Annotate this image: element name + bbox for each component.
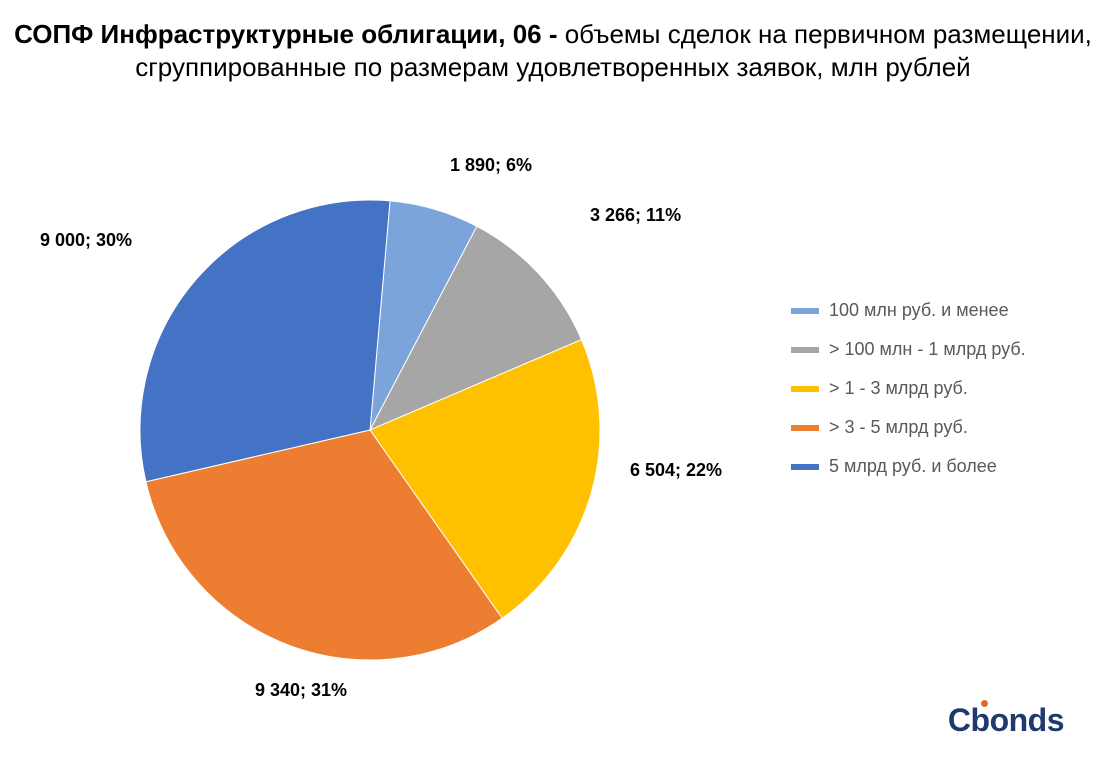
legend-label: > 100 млн - 1 млрд руб. <box>829 339 1026 360</box>
legend-swatch <box>791 425 819 431</box>
legend-label: 5 млрд руб. и более <box>829 456 997 477</box>
logo-letter-c: C <box>948 702 971 738</box>
logo-letter-b: b <box>971 702 990 738</box>
legend-item: > 3 - 5 млрд руб. <box>791 417 1066 438</box>
legend-swatch <box>791 308 819 314</box>
legend-item: 100 млн руб. и менее <box>791 300 1066 321</box>
cbonds-logo: Cbonds <box>948 702 1064 739</box>
legend-label: > 1 - 3 млрд руб. <box>829 378 968 399</box>
chart-title-bold: СОПФ Инфраструктурные облигации, 06 - <box>14 19 565 49</box>
legend-swatch <box>791 464 819 470</box>
legend-swatch <box>791 386 819 392</box>
legend-item: > 1 - 3 млрд руб. <box>791 378 1066 399</box>
chart-title: СОПФ Инфраструктурные облигации, 06 - об… <box>0 18 1106 83</box>
pie-slice-label: 3 266; 11% <box>590 205 681 226</box>
logo-accent-dot <box>981 700 988 707</box>
legend-swatch <box>791 347 819 353</box>
pie-slice-label: 9 340; 31% <box>255 680 347 701</box>
pie-slice-label: 6 504; 22% <box>630 460 722 481</box>
legend-label: 100 млн руб. и менее <box>829 300 1009 321</box>
pie-slice-label: 1 890; 6% <box>450 155 532 176</box>
legend-item: 5 млрд руб. и более <box>791 456 1066 477</box>
logo-letters-onds: onds <box>990 702 1064 738</box>
pie-slice-label: 9 000; 30% <box>40 230 132 251</box>
legend-item: > 100 млн - 1 млрд руб. <box>791 339 1066 360</box>
legend-label: > 3 - 5 млрд руб. <box>829 417 968 438</box>
legend: 100 млн руб. и менее > 100 млн - 1 млрд р… <box>791 300 1066 495</box>
pie-chart: 1 890; 6%3 266; 11%6 504; 22%9 340; 31%9… <box>130 170 610 690</box>
